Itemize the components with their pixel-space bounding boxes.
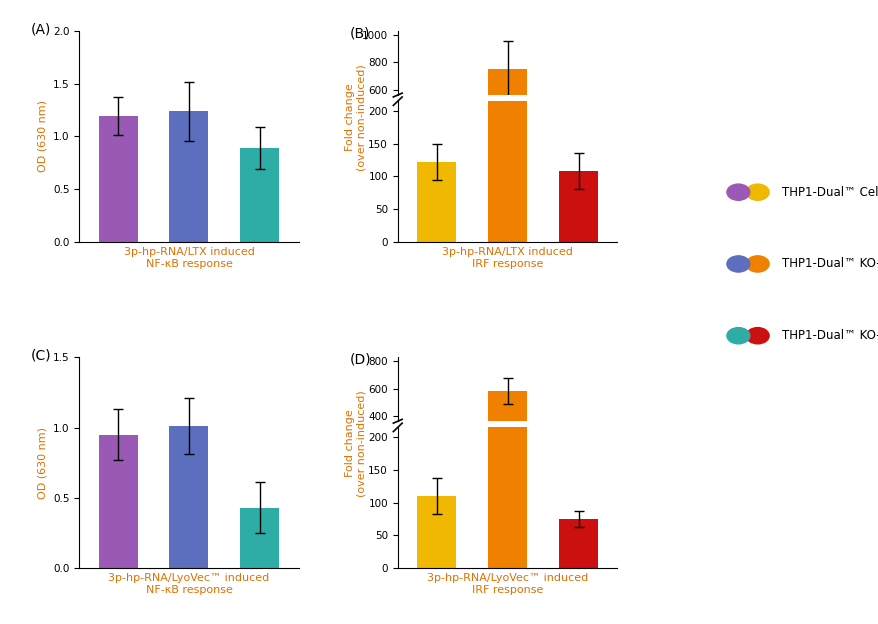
- Text: Fold change
(over non-induced): Fold change (over non-induced): [344, 64, 366, 170]
- Bar: [558, 157, 597, 171]
- Y-axis label: OD (630 nm): OD (630 nm): [37, 100, 47, 172]
- X-axis label: 3p-hp-RNA/LyoVec™ induced
NF-κB response: 3p-hp-RNA/LyoVec™ induced NF-κB response: [108, 573, 270, 595]
- Bar: [558, 519, 597, 568]
- Bar: [240, 507, 279, 568]
- Bar: [487, 69, 527, 171]
- Bar: [487, 0, 527, 241]
- Bar: [417, 455, 456, 470]
- Y-axis label: OD (630 nm): OD (630 nm): [37, 427, 47, 499]
- Bar: [417, 155, 456, 171]
- X-axis label: 3p-hp-RNA/LTX induced
IRF response: 3p-hp-RNA/LTX induced IRF response: [442, 247, 572, 269]
- Bar: [240, 148, 279, 241]
- Text: Fold change
(over non-induced): Fold change (over non-induced): [344, 390, 366, 497]
- Bar: [487, 391, 527, 470]
- Text: (A): (A): [31, 23, 51, 37]
- Text: THP1-Dual™ KO-IKKε Cells: THP1-Dual™ KO-IKKε Cells: [781, 329, 878, 342]
- Text: THP1-Dual™ Cells: THP1-Dual™ Cells: [781, 186, 878, 198]
- Bar: [558, 171, 597, 241]
- Bar: [169, 426, 208, 568]
- Bar: [558, 460, 597, 470]
- Bar: [98, 434, 138, 568]
- Bar: [169, 111, 208, 241]
- Bar: [487, 189, 527, 568]
- X-axis label: 3p-hp-RNA/LyoVec™ induced
IRF response: 3p-hp-RNA/LyoVec™ induced IRF response: [427, 573, 587, 595]
- Bar: [98, 117, 138, 241]
- Text: (B): (B): [349, 26, 370, 40]
- Text: (D): (D): [349, 353, 371, 366]
- Bar: [417, 496, 456, 568]
- Text: (C): (C): [31, 349, 51, 363]
- Text: THP1-Dual™ KO-TBK1 Cells: THP1-Dual™ KO-TBK1 Cells: [781, 258, 878, 270]
- X-axis label: 3p-hp-RNA/LTX induced
NF-κB response: 3p-hp-RNA/LTX induced NF-κB response: [124, 247, 254, 269]
- Bar: [417, 162, 456, 241]
